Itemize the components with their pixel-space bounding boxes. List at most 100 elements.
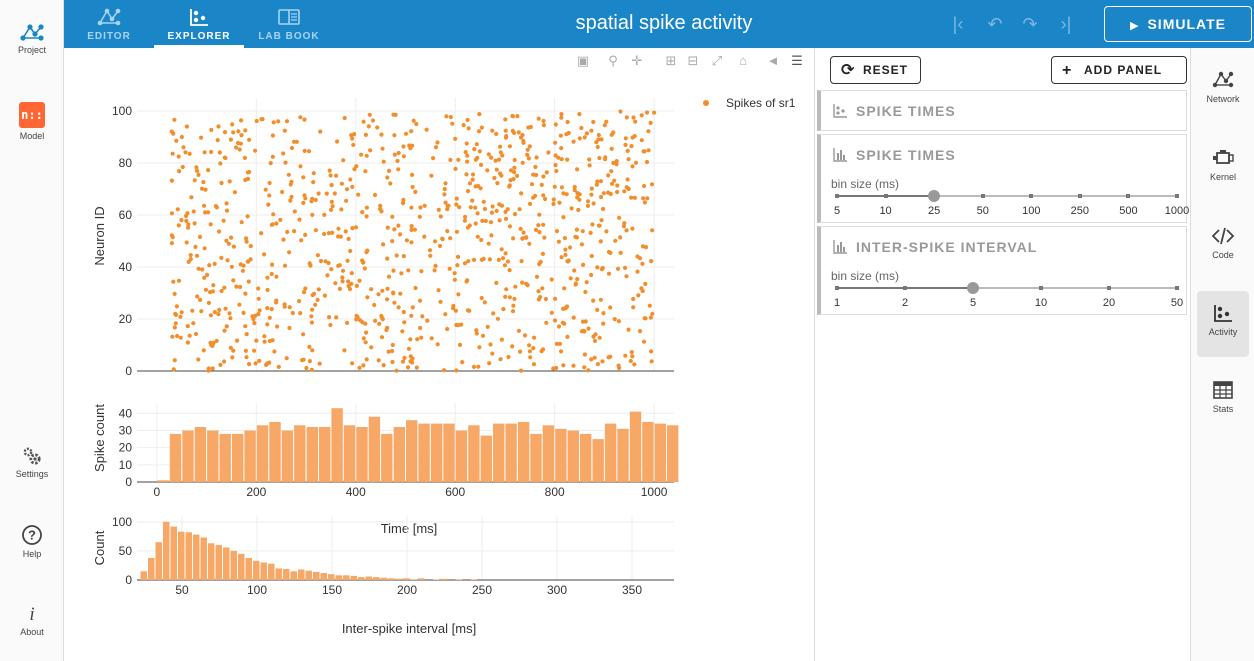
- slider-tick-mark[interactable]: [1175, 194, 1179, 198]
- histogram-bar: [313, 571, 320, 580]
- spike-point: [372, 302, 377, 308]
- zoom-out-icon[interactable]: ⊟: [687, 53, 699, 68]
- slider-tick-mark[interactable]: [1029, 194, 1034, 198]
- panel-divider[interactable]: [814, 48, 815, 661]
- spike-point: [394, 368, 399, 373]
- add-panel-button[interactable]: + ADD PANEL: [1051, 56, 1187, 84]
- spike-point: [216, 312, 221, 317]
- spike-count-histogram[interactable]: 0 200 400 600 800 1000 0 10 20 30 40: [119, 403, 679, 499]
- last-icon[interactable]: ›|: [1060, 14, 1072, 34]
- spike-point: [537, 262, 542, 267]
- slider-tick-mark[interactable]: [1175, 286, 1179, 290]
- slider-tick-mark[interactable]: [1077, 194, 1082, 198]
- spike-point: [601, 206, 606, 212]
- spike-point: [511, 236, 516, 241]
- pan-icon[interactable]: ✛: [631, 53, 643, 68]
- spike-point: [244, 332, 249, 337]
- spike-point: [648, 315, 654, 320]
- slider-thumb[interactable]: [967, 282, 979, 294]
- spike-point: [568, 276, 573, 281]
- spike-point: [637, 329, 643, 334]
- spike-point: [571, 139, 576, 144]
- hover-closest-icon[interactable]: ◄: [766, 53, 780, 68]
- bin-size-label: bin size (ms): [831, 177, 900, 191]
- home-icon[interactable]: ⌂: [739, 53, 747, 68]
- spike-point: [624, 228, 629, 233]
- first-icon[interactable]: |‹: [952, 14, 964, 34]
- slider-tick-mark[interactable]: [980, 194, 985, 198]
- histogram-bar: [530, 433, 542, 482]
- tab-lab-book[interactable]: LAB BOOK: [244, 0, 334, 48]
- camera-icon[interactable]: ▣: [576, 53, 590, 68]
- reset-button[interactable]: ⟳ RESET: [830, 56, 921, 84]
- bin-size-slider[interactable]: [835, 190, 1179, 202]
- nav-code[interactable]: Code: [1197, 214, 1249, 280]
- spike-point: [471, 257, 477, 262]
- undo-icon[interactable]: ↶: [987, 14, 1003, 34]
- spike-point: [503, 294, 508, 299]
- slider-tick-mark[interactable]: [903, 286, 907, 290]
- panel-card-spike-times-scatter[interactable]: SPIKE TIMES: [817, 90, 1187, 131]
- slider-tick-mark[interactable]: [835, 286, 839, 290]
- tab-explorer[interactable]: EXPLORER: [154, 0, 244, 48]
- nav-model[interactable]: n:: Model: [0, 102, 64, 141]
- spike-point: [507, 224, 512, 229]
- spike-point: [636, 293, 641, 298]
- slider-tick-mark[interactable]: [1107, 286, 1111, 290]
- nav-project[interactable]: Project: [0, 22, 64, 55]
- spike-point: [229, 235, 234, 240]
- slider-thumb[interactable]: [928, 190, 941, 202]
- slider-tick-mark[interactable]: [883, 194, 888, 198]
- spike-point: [274, 274, 279, 279]
- hover-compare-icon[interactable]: ☰: [791, 53, 803, 68]
- histogram-bar: [455, 579, 462, 580]
- panel-card-isi-hist[interactable]: INTER-SPIKE INTERVAL bin size (ms) 1 2 5 10…: [817, 226, 1187, 315]
- spike-point: [623, 353, 628, 358]
- tab-editor[interactable]: EDITOR: [64, 0, 154, 48]
- nav-network[interactable]: Network: [1197, 58, 1249, 124]
- histogram-bar: [178, 531, 185, 580]
- slider-tick-mark[interactable]: [1126, 194, 1131, 198]
- panel-card-spike-times-hist[interactable]: SPIKE TIMES bin size (ms) 5 10 25 50 100 250 5…: [817, 134, 1189, 223]
- spike-point: [405, 365, 411, 370]
- slider-tick-mark[interactable]: [835, 194, 839, 198]
- spike-point: [263, 187, 268, 192]
- spike-point: [409, 205, 414, 210]
- nav-kernel[interactable]: Kernel: [1197, 136, 1249, 202]
- spike-point: [361, 336, 366, 341]
- slider-tick-mark[interactable]: [1039, 286, 1043, 290]
- spike-point: [352, 167, 357, 172]
- spike-point: [585, 199, 591, 204]
- spike-scatter-plot[interactable]: 0 20 40 60 80 100: [112, 98, 674, 378]
- spike-point: [309, 314, 314, 319]
- spike-point: [541, 123, 546, 128]
- nav-settings[interactable]: Settings: [0, 446, 64, 479]
- isi-histogram[interactable]: 50 100 150 200 250 300 350 0 50 100: [112, 515, 674, 597]
- simulate-button[interactable]: ▶ SIMULATE: [1104, 6, 1252, 42]
- autoscale-icon[interactable]: ⤢: [711, 53, 723, 68]
- nav-activity[interactable]: Activity: [1197, 291, 1249, 357]
- bin-size-slider[interactable]: [835, 282, 1179, 294]
- spike-point: [466, 126, 471, 131]
- histogram-bar: [306, 427, 318, 482]
- legend[interactable]: Spikes of sr1: [703, 96, 796, 110]
- spike-point: [494, 131, 499, 136]
- zoom-in-icon[interactable]: ⊞: [665, 53, 677, 68]
- spike-point: [465, 189, 471, 194]
- spike-point: [364, 153, 369, 158]
- spike-point: [601, 321, 606, 326]
- spike-point: [432, 268, 437, 273]
- spike-point: [184, 124, 189, 129]
- spike-point: [502, 263, 507, 268]
- nav-help[interactable]: ? Help: [0, 524, 64, 559]
- redo-icon[interactable]: ↷: [1022, 14, 1038, 34]
- nav-about[interactable]: i About: [0, 602, 64, 637]
- spike-point: [493, 158, 498, 163]
- spike-point: [486, 152, 491, 157]
- spike-point: [575, 191, 580, 196]
- spike-point: [202, 246, 207, 251]
- slider-tick-label: 10: [1034, 297, 1048, 309]
- nav-stats[interactable]: Stats: [1197, 368, 1249, 434]
- zoom-icon[interactable]: ⚲: [608, 53, 618, 68]
- spike-point: [197, 234, 203, 239]
